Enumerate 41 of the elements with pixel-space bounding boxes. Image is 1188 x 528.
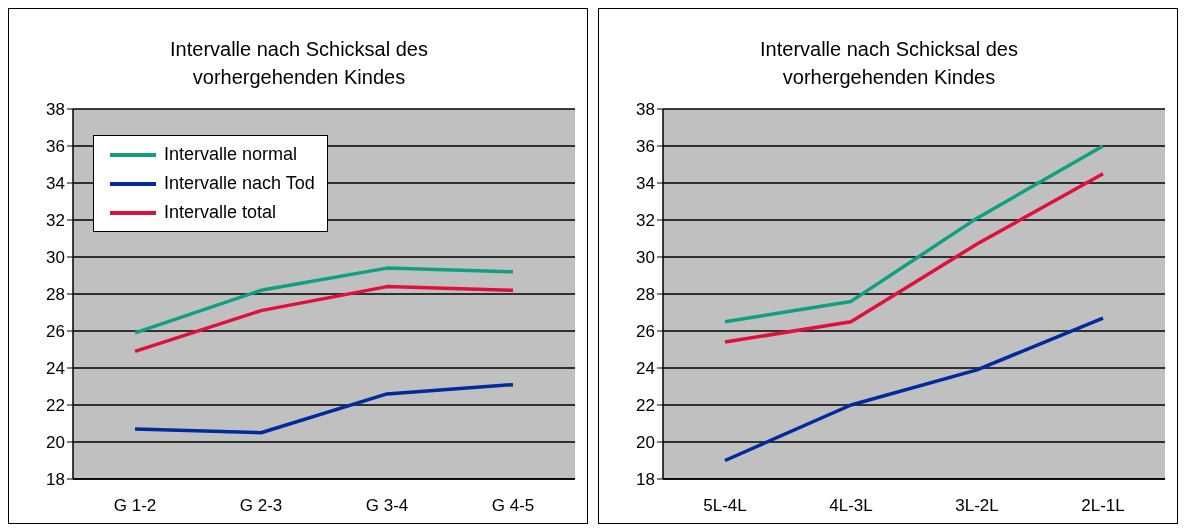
x-tick-label: G 3-4 [365, 496, 409, 516]
x-tick-label: 4L-3L [829, 496, 873, 516]
y-tick-label: 30 [636, 248, 655, 268]
chart-title: Intervalle nach Schicksal des vorhergehenden Kindes [169, 37, 429, 90]
line-series [723, 316, 1105, 463]
y-tick-label: 18 [636, 470, 655, 490]
legend-label: Intervalle nach Tod [164, 172, 315, 195]
legend-label: Intervalle normal [164, 143, 298, 166]
y-tick-label: 20 [636, 433, 655, 453]
y-tick-label: 32 [46, 211, 65, 231]
line-series [133, 266, 515, 335]
line-series [723, 144, 1105, 324]
y-tick-label: 20 [46, 433, 65, 453]
x-tick-label: G 2-3 [239, 496, 283, 516]
y-tick-label: 24 [46, 359, 65, 379]
y-tick-label: 34 [46, 174, 65, 194]
line-series [133, 284, 515, 354]
y-tick-label: 36 [46, 137, 65, 157]
y-tick-label: 26 [636, 322, 655, 342]
x-tick-label: G 4-5 [491, 496, 535, 516]
y-tick-label: 22 [636, 396, 655, 416]
line-series [723, 172, 1105, 344]
chart-title: Intervalle nach Schicksal des vorhergehenden Kindes [759, 37, 1019, 90]
x-tick-label: 2L-1L [1081, 496, 1125, 516]
y-tick-label: 18 [46, 470, 65, 490]
y-tick-label: 22 [46, 396, 65, 416]
x-tick-label: 3L-2L [955, 496, 999, 516]
y-tick-label: 32 [636, 211, 655, 231]
line-series [133, 382, 515, 435]
y-tick-label: 36 [636, 137, 655, 157]
x-tick-label: 5L-4L [703, 496, 747, 516]
y-tick-label: 28 [46, 285, 65, 305]
legend-label: Intervalle total [164, 201, 277, 224]
x-tick-label: G 1-2 [113, 496, 157, 516]
y-tick-label: 38 [46, 100, 65, 120]
y-tick-label: 26 [46, 322, 65, 342]
y-tick-label: 38 [636, 100, 655, 120]
y-tick-label: 28 [636, 285, 655, 305]
y-tick-label: 30 [46, 248, 65, 268]
y-tick-label: 24 [636, 359, 655, 379]
y-tick-label: 34 [636, 174, 655, 194]
